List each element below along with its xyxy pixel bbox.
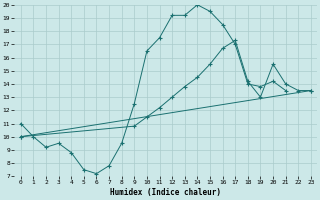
X-axis label: Humidex (Indice chaleur): Humidex (Indice chaleur): [110, 188, 221, 197]
